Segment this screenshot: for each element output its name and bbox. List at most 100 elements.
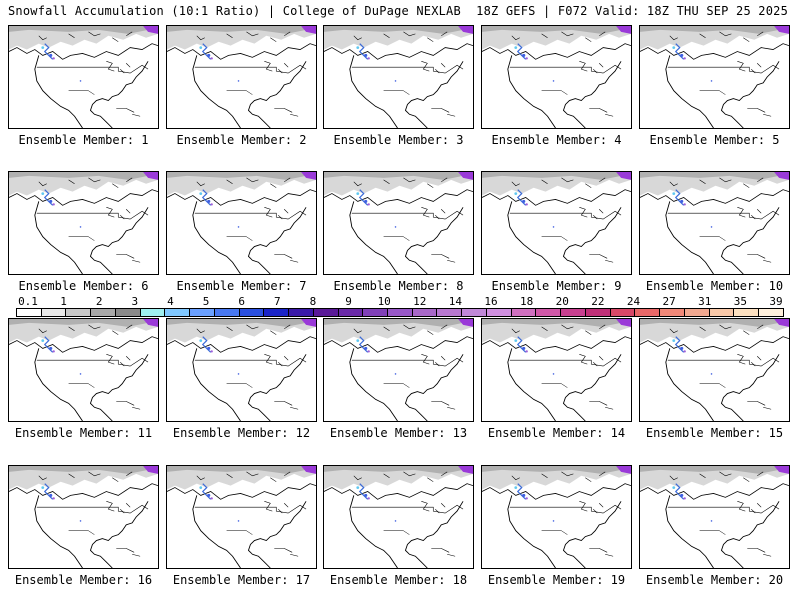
colorbar-tick-label: 12 <box>413 295 427 308</box>
ensemble-member-map <box>639 25 790 129</box>
ensemble-member-label: Ensemble Member: 14 <box>487 426 626 440</box>
colorbar-tick-label: 35 <box>733 295 747 308</box>
colorbar-swatch <box>140 309 166 316</box>
north-america-map <box>167 319 316 421</box>
north-america-map <box>9 26 158 128</box>
north-america-map <box>482 172 631 274</box>
colorbar-swatch <box>91 309 116 316</box>
colorbar-tick-label: 3 <box>131 295 139 308</box>
colorbar-tick-label: 5 <box>202 295 210 308</box>
north-america-map <box>324 26 473 128</box>
colorbar-swatch <box>585 309 611 316</box>
colorbar-tick-label: 8 <box>309 295 317 308</box>
ensemble-member-label: Ensemble Member: 18 <box>329 573 468 587</box>
ensemble-member-label: Ensemble Member: 15 <box>645 426 784 440</box>
colorbar-swatch <box>66 309 92 316</box>
colorbar-tick-label: 14 <box>448 295 463 308</box>
north-america-map <box>324 466 473 568</box>
colorbar-tick-label: 9 <box>345 295 352 308</box>
colorbar-swatch <box>709 309 735 316</box>
colorbar-tick-label: 39 <box>769 295 783 308</box>
colorbar-swatch <box>41 309 67 316</box>
ensemble-member-label: Ensemble Member: 10 <box>645 279 784 293</box>
north-america-map <box>324 319 473 421</box>
colorbar-tick-label: 31 <box>698 295 712 308</box>
north-america-map <box>640 172 789 274</box>
colorbar-swatch <box>660 309 685 316</box>
colorbar-swatch <box>17 309 42 316</box>
colorbar-swatch <box>462 309 487 316</box>
ensemble-member-map <box>166 318 317 422</box>
ensemble-member-map <box>323 465 474 569</box>
colorbar-swatch <box>635 309 661 316</box>
colorbar-tick-label: 22 <box>591 295 605 308</box>
colorbar-swatch <box>115 309 141 316</box>
colorbar-swatch <box>165 309 191 316</box>
ensemble-member-map <box>8 465 159 569</box>
ensemble-member-label: Ensemble Member: 20 <box>645 573 784 587</box>
colorbar-labels: 0.1 1 2 3 4 5 6 7 8 9 10 12 14 16 18 20 22 24 27 31 35 39 <box>16 295 784 308</box>
ensemble-member-label: Ensemble Member: 9 <box>491 279 622 293</box>
colorbar-tick-label: 0.1 <box>18 295 38 308</box>
ensemble-member-map <box>323 25 474 129</box>
ensemble-member-label: Ensemble Member: 2 <box>176 133 307 147</box>
colorbar-swatch <box>561 309 586 316</box>
ensemble-member-map <box>166 25 317 129</box>
colorbar-tick-label: 27 <box>662 295 676 308</box>
colorbar-swatch <box>684 309 710 316</box>
north-america-map <box>324 172 473 274</box>
ensemble-member-map <box>481 171 632 275</box>
colorbar-tick-label: 2 <box>95 295 103 308</box>
ensemble-member-label: Ensemble Member: 5 <box>649 133 780 147</box>
north-america-map <box>9 172 158 274</box>
colorbar-swatch <box>338 309 364 316</box>
ensemble-member-map <box>639 465 790 569</box>
north-america-map <box>482 319 631 421</box>
ensemble-member-label: Ensemble Member: 8 <box>333 279 464 293</box>
north-america-map <box>640 319 789 421</box>
ensemble-member-map <box>481 25 632 129</box>
north-america-map <box>9 466 158 568</box>
ensemble-member-map <box>166 465 317 569</box>
colorbar-swatch <box>363 309 389 316</box>
colorbar-tick-label: 4 <box>167 295 174 308</box>
colorbar-tick-label: 24 <box>626 295 641 308</box>
ensemble-member-map <box>481 465 632 569</box>
ensemble-member-map <box>323 171 474 275</box>
colorbar-tick-label: 6 <box>238 295 246 308</box>
ensemble-member-label: Ensemble Member: 3 <box>333 133 464 147</box>
colorbar-swatch <box>511 309 537 316</box>
ensemble-member-label: Ensemble Member: 6 <box>18 279 149 293</box>
colorbar-tick-label: 10 <box>377 295 391 308</box>
snowfall-colorbar <box>16 308 784 317</box>
north-america-map <box>482 466 631 568</box>
north-america-map <box>167 172 316 274</box>
ensemble-member-label: Ensemble Member: 4 <box>491 133 622 147</box>
colorbar-swatch <box>486 309 512 316</box>
north-america-map <box>9 319 158 421</box>
ensemble-member-label: Ensemble Member: 13 <box>329 426 468 440</box>
colorbar-swatch <box>313 309 339 316</box>
ensemble-member-map <box>323 318 474 422</box>
colorbar-swatch <box>536 309 562 316</box>
ensemble-member-map <box>8 318 159 422</box>
colorbar-tick-label: 20 <box>555 295 569 308</box>
ensemble-member-map <box>8 171 159 275</box>
ensemble-member-map <box>166 171 317 275</box>
ensemble-member-map <box>8 25 159 129</box>
colorbar-swatch <box>214 309 240 316</box>
colorbar-swatch <box>239 309 265 316</box>
north-america-map <box>482 26 631 128</box>
colorbar-swatch <box>264 309 290 316</box>
ensemble-member-label: Ensemble Member: 7 <box>176 279 307 293</box>
run-valid-time: 18Z GEFS | F072 Valid: 18Z THU SEP 25 20… <box>476 4 788 18</box>
colorbar-tick-label: 7 <box>274 295 281 308</box>
ensemble-member-map <box>481 318 632 422</box>
ensemble-member-label: Ensemble Member: 12 <box>172 426 311 440</box>
north-america-map <box>640 26 789 128</box>
ensemble-member-label: Ensemble Member: 1 <box>18 133 149 147</box>
map-title: Snowfall Accumulation (10:1 Ratio) | Col… <box>8 4 461 18</box>
colorbar-tick-label: 1 <box>60 295 67 308</box>
colorbar-swatch <box>610 309 636 316</box>
colorbar-swatch <box>759 309 783 316</box>
